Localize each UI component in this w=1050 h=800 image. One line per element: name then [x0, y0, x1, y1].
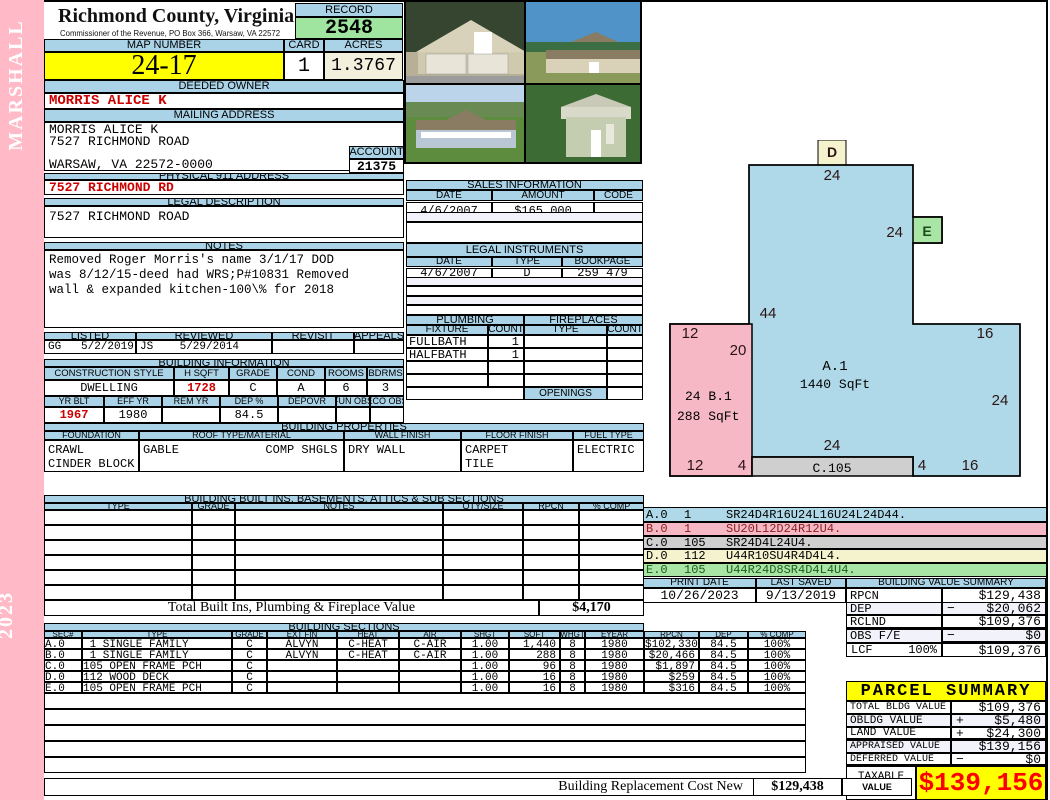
svg-text:4: 4: [738, 457, 746, 474]
svg-text:C.105: C.105: [812, 461, 851, 476]
svg-text:1440 SqFt: 1440 SqFt: [800, 377, 870, 392]
svg-text:A.1: A.1: [822, 359, 847, 375]
svg-text:24: 24: [886, 224, 903, 241]
svg-text:288 SqFt: 288 SqFt: [677, 409, 739, 424]
svg-text:4: 4: [918, 457, 926, 474]
svg-text:12: 12: [682, 325, 699, 342]
svg-text:D: D: [827, 144, 837, 160]
svg-text:24: 24: [992, 392, 1009, 409]
svg-text:24: 24: [824, 167, 841, 184]
svg-text:44: 44: [760, 305, 777, 322]
svg-text:16: 16: [962, 457, 979, 474]
svg-text:24: 24: [824, 437, 841, 454]
svg-text:E: E: [922, 223, 931, 239]
svg-text:20: 20: [730, 342, 747, 359]
svg-text:12: 12: [687, 457, 704, 474]
svg-text:16: 16: [977, 325, 994, 342]
svg-text:24 B.1: 24 B.1: [685, 389, 732, 404]
